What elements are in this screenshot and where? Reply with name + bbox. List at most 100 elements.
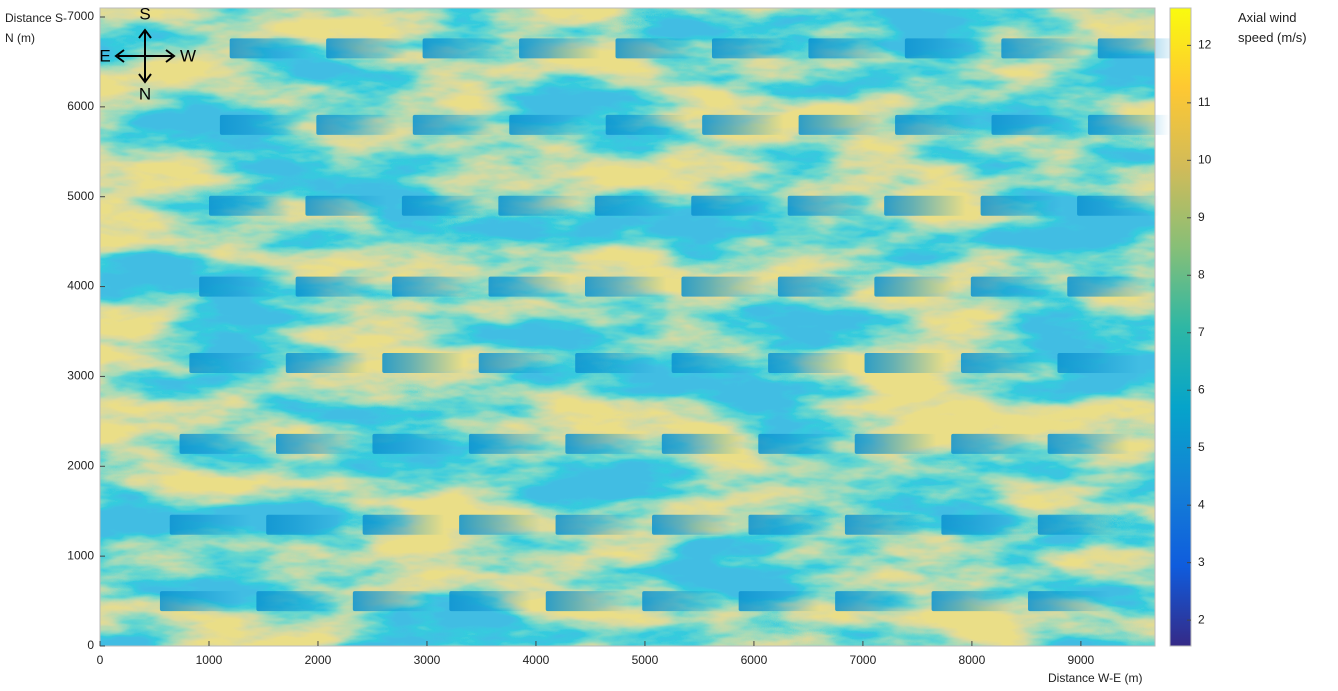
colorbar-tick-label: 6: [1198, 382, 1205, 396]
compass-label: E: [99, 46, 110, 65]
turbine-wake: [219, 114, 302, 135]
x-tick-label: 9000: [1068, 653, 1095, 667]
y-tick-label: 2000: [67, 458, 94, 472]
turbine-wake: [382, 352, 465, 373]
turbine-wake: [884, 195, 966, 216]
turbine-wake: [951, 433, 1033, 454]
turbine-wake: [777, 276, 860, 297]
turbine-wake: [1037, 514, 1120, 535]
turbine-wake: [941, 514, 1024, 535]
turbine-wake: [392, 276, 474, 297]
colorbar-tick-label: 8: [1198, 267, 1205, 281]
turbine-wake: [498, 195, 581, 216]
x-tick-label: 6000: [741, 653, 768, 667]
y-tick-label: 0: [87, 638, 94, 652]
compass-label: S: [139, 4, 150, 23]
turbine-wake: [615, 38, 698, 59]
turbine-wake: [904, 38, 987, 59]
turbine-wake: [352, 591, 435, 612]
y-tick-label: 1000: [67, 548, 94, 562]
turbine-wake: [691, 195, 773, 216]
y-tick-label: 5000: [67, 189, 94, 203]
turbine-wake: [961, 352, 1043, 373]
turbine-wake: [276, 433, 358, 454]
turbine-wake: [179, 433, 262, 454]
turbine-wake: [854, 433, 937, 454]
colorbar-tick-label: 5: [1198, 440, 1205, 454]
turbine-wake: [661, 433, 744, 454]
colorbar-tick-label: 4: [1198, 497, 1205, 511]
turbine-wake: [738, 591, 821, 612]
turbine-wake: [412, 114, 495, 135]
turbine-wake: [787, 195, 870, 216]
turbine-wake: [768, 352, 850, 373]
turbine-wake: [256, 591, 339, 612]
colorbar: [1169, 7, 1192, 647]
turbine-wake: [555, 514, 638, 535]
x-tick-label: 8000: [959, 653, 986, 667]
turbine-wake: [594, 195, 677, 216]
colorbar-tick-label: 9: [1198, 210, 1205, 224]
plot-frame: [99, 7, 1156, 647]
colorbar-tick-label: 7: [1198, 325, 1205, 339]
x-tick-label: 4000: [523, 653, 550, 667]
turbine-wake: [208, 195, 291, 216]
colorbar-tick-label: 10: [1198, 152, 1212, 166]
turbine-wake: [652, 514, 734, 535]
turbine-wake: [991, 114, 1074, 135]
turbine-wake: [468, 433, 551, 454]
turbine-wake: [748, 514, 831, 535]
turbine-wake: [895, 114, 977, 135]
turbine-wake: [189, 352, 272, 373]
y-tick-label: 6000: [67, 99, 94, 113]
colorbar-tick-label: 12: [1198, 38, 1212, 52]
turbine-wake: [449, 591, 532, 612]
turbine-wake: [1001, 38, 1084, 59]
x-tick-label: 3000: [414, 653, 441, 667]
turbine-wake: [229, 38, 312, 59]
x-tick-label: 1000: [196, 653, 223, 667]
compass-label: N: [139, 84, 151, 103]
turbine-wake: [711, 38, 794, 59]
colorbar-tick-label: 11: [1198, 95, 1211, 109]
turbine-wake: [575, 352, 657, 373]
turbine-wake: [199, 276, 281, 297]
y-axis-label: Distance S-N (m): [5, 11, 68, 45]
turbine-wake: [642, 591, 724, 612]
x-tick-label: 0: [97, 653, 104, 667]
turbine-wake: [362, 514, 445, 535]
turbine-wake: [874, 276, 957, 297]
turbine-wake: [808, 38, 891, 59]
turbine-wake: [1087, 114, 1170, 135]
y-tick-label: 4000: [67, 279, 94, 293]
turbine-wake: [316, 114, 399, 135]
turbine-wake: [931, 591, 1014, 612]
turbine-wake: [159, 591, 242, 612]
turbine-wake: [1047, 433, 1130, 454]
compass: S N E W: [99, 4, 196, 103]
turbine-wake: [372, 433, 455, 454]
turbine-wake: [1097, 38, 1180, 59]
turbine-wake: [970, 276, 1053, 297]
turbine-wake: [459, 514, 541, 535]
turbine-wake: [798, 114, 881, 135]
x-axis-label: Distance W-E (m): [1048, 671, 1143, 685]
turbine-wake: [565, 433, 648, 454]
turbine-wake: [681, 276, 764, 297]
turbine-wake: [702, 114, 784, 135]
turbine-wake: [1077, 195, 1159, 216]
turbine-wake: [671, 352, 754, 373]
turbine-wake: [584, 276, 667, 297]
turbine-wake: [266, 514, 348, 535]
turbine-wake: [1028, 591, 1110, 612]
x-tick-label: 7000: [850, 653, 877, 667]
turbine-wake: [835, 591, 917, 612]
turbine-wake: [401, 195, 484, 216]
field-texture: [100, 8, 1155, 646]
turbine-wake: [864, 352, 947, 373]
turbine-wake: [1057, 352, 1140, 373]
turbine-wake: [285, 352, 368, 373]
turbine-wake: [295, 276, 378, 297]
turbine-wake: [980, 195, 1063, 216]
